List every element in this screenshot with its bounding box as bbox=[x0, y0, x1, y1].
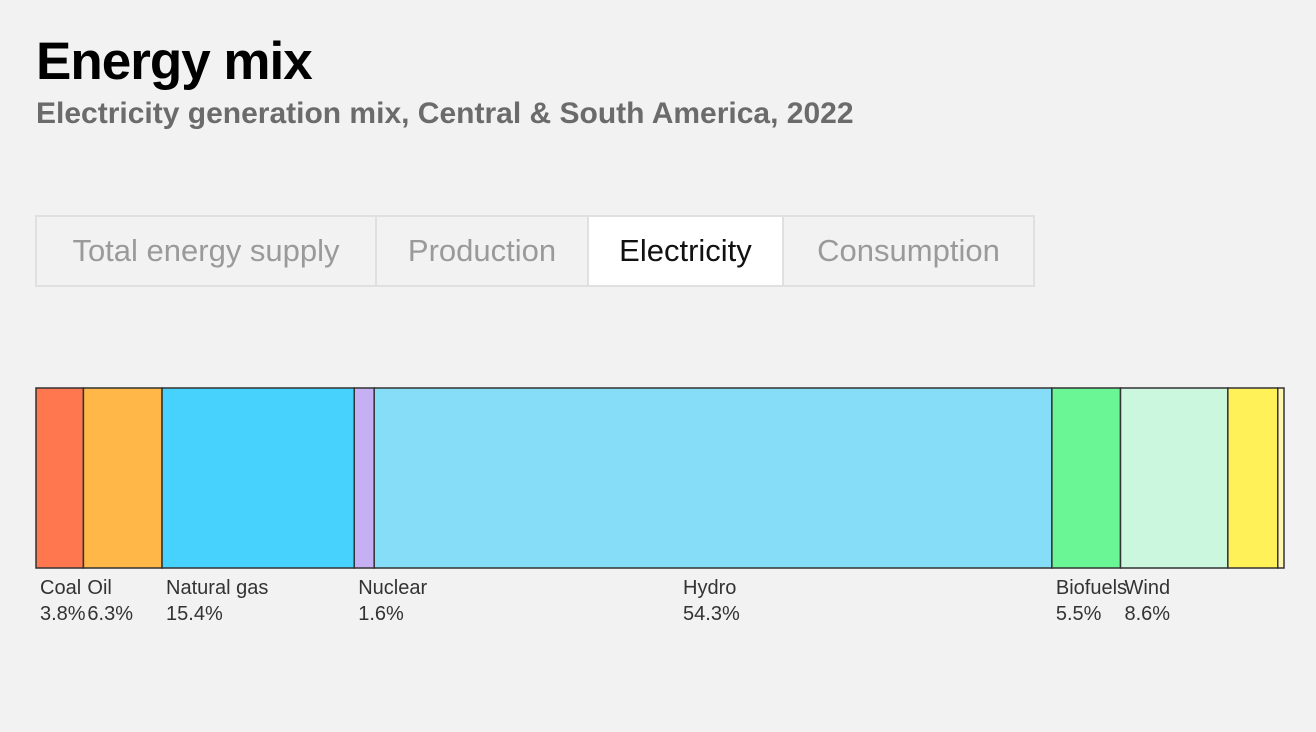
segment-value-coal: 3.8% bbox=[40, 603, 86, 625]
segment-value-hydro: 54.3% bbox=[683, 603, 740, 625]
segment-value-oil: 6.3% bbox=[87, 603, 133, 625]
segment-value-nuclear: 1.6% bbox=[358, 603, 404, 625]
bar-segment-natural-gas bbox=[161, 387, 355, 569]
tab-bar: Total energy supply Production Electrici… bbox=[35, 215, 1035, 287]
segment-label-oil: Oil bbox=[87, 577, 111, 599]
segment-label-natural-gas: Natural gas bbox=[166, 577, 268, 599]
segment-label-biofuels: Biofuels bbox=[1056, 577, 1127, 599]
tab-consumption[interactable]: Consumption bbox=[784, 217, 1033, 285]
tab-electricity[interactable]: Electricity bbox=[589, 217, 784, 285]
bar-segment-biofuels bbox=[1051, 387, 1122, 569]
segment-label-wind: Wind bbox=[1125, 577, 1171, 599]
chart-subtitle: Electricity generation mix, Central & So… bbox=[36, 97, 854, 130]
bar-segment-oil bbox=[82, 387, 163, 569]
segment-value-natural-gas: 15.4% bbox=[166, 603, 223, 625]
bar-segment-other bbox=[1277, 387, 1285, 569]
tab-total-energy-supply[interactable]: Total energy supply bbox=[37, 217, 377, 285]
bar-segment-nuclear bbox=[353, 387, 375, 569]
bar-segment-coal bbox=[35, 387, 85, 569]
chart-title: Energy mix bbox=[36, 32, 313, 91]
segment-value-biofuels: 5.5% bbox=[1056, 603, 1102, 625]
tab-production[interactable]: Production bbox=[377, 217, 589, 285]
bar-segment-wind bbox=[1119, 387, 1229, 569]
bar-segment-hydro bbox=[373, 387, 1053, 569]
segment-label-nuclear: Nuclear bbox=[358, 577, 427, 599]
segment-label-coal: Coal bbox=[40, 577, 81, 599]
bar-segment-solar bbox=[1227, 387, 1279, 569]
segment-value-wind: 8.6% bbox=[1125, 603, 1171, 625]
segment-label-hydro: Hydro bbox=[683, 577, 736, 599]
